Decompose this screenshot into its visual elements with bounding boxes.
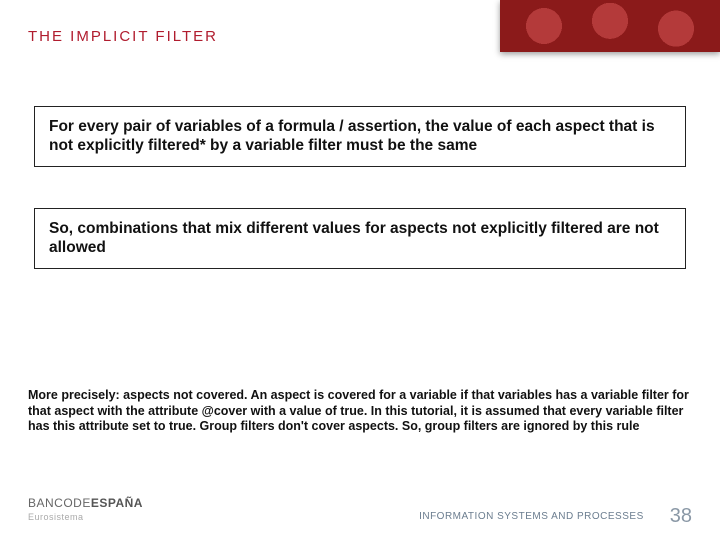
- slide: THE IMPLICIT FILTER For every pair of va…: [0, 0, 720, 540]
- department-label: INFORMATION SYSTEMS AND PROCESSES: [419, 511, 644, 522]
- footer-right: INFORMATION SYSTEMS AND PROCESSES 38: [419, 505, 692, 528]
- logo-prefix: BANCODE: [28, 496, 91, 510]
- logo: BANCODEESPAÑA Eurosistema: [28, 496, 143, 522]
- slide-title: THE IMPLICIT FILTER: [28, 28, 218, 45]
- content-box-2-text: So, combinations that mix different valu…: [49, 219, 671, 258]
- content-box-1: For every pair of variables of a formula…: [34, 106, 686, 167]
- banner-image: [500, 0, 720, 52]
- footer: BANCODEESPAÑA Eurosistema INFORMATION SY…: [0, 494, 720, 540]
- content-box-2: So, combinations that mix different valu…: [34, 208, 686, 269]
- page-number: 38: [670, 505, 692, 528]
- content-box-1-text: For every pair of variables of a formula…: [49, 117, 671, 156]
- logo-subtitle: Eurosistema: [28, 512, 143, 522]
- logo-suffix: ESPAÑA: [91, 496, 143, 510]
- footnote: More precisely: aspects not covered. An …: [28, 388, 692, 435]
